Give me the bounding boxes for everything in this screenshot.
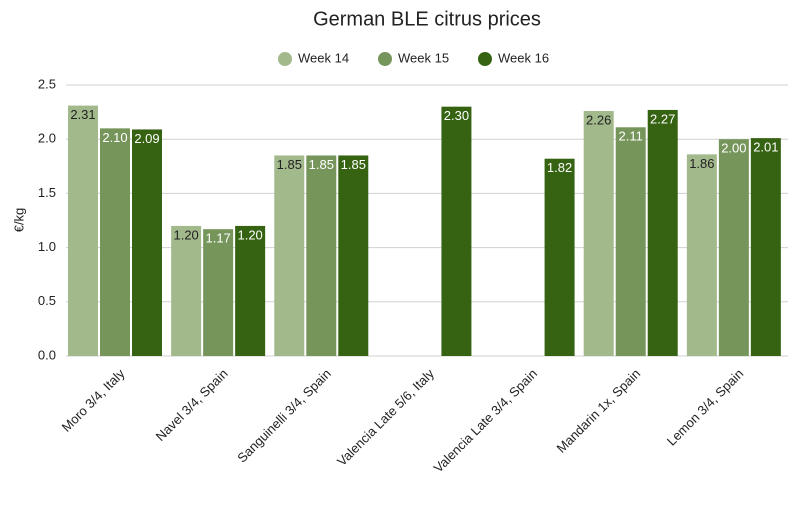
bar: [100, 128, 130, 356]
bar: [171, 225, 202, 356]
legend-label: Week 14: [298, 50, 349, 65]
legend-swatch: [278, 52, 292, 66]
value-label: 1.82: [547, 160, 572, 175]
bar: [583, 111, 614, 357]
x-tick-label: Valencia Late 5/6, Italy: [334, 366, 437, 469]
chart-title: German BLE citrus prices: [313, 8, 541, 30]
bar: [68, 105, 98, 356]
x-tick-label: Valencia Late 3/4, Spain: [431, 366, 541, 476]
value-label: 2.30: [444, 108, 469, 123]
bar: [274, 155, 305, 356]
value-label: 1.85: [277, 157, 302, 172]
value-label: 1.86: [689, 156, 714, 171]
x-tick-label: Sanguinelli 3/4, Spain: [234, 366, 334, 466]
bar: [441, 106, 472, 357]
bar: [132, 129, 162, 356]
value-label: 2.09: [134, 131, 159, 146]
x-tick-label: Moro 3/4, Italy: [59, 366, 128, 435]
bar: [203, 229, 234, 356]
legend-swatch: [378, 52, 392, 66]
value-label: 2.27: [650, 111, 675, 126]
bar: [750, 138, 781, 356]
value-label: 1.20: [237, 227, 262, 242]
y-tick-label: 1.5: [38, 185, 56, 200]
bar: [306, 155, 337, 356]
y-tick-label: 2.0: [38, 131, 56, 146]
value-label: 2.01: [753, 140, 778, 155]
value-label: 2.31: [70, 107, 95, 122]
bar: [338, 155, 369, 356]
value-label: 2.10: [102, 130, 127, 145]
y-tick-label: 0.5: [38, 293, 56, 308]
y-tick-label: 0.0: [38, 347, 56, 362]
x-tick-label: Lemon 3/4, Spain: [664, 366, 747, 449]
legend-swatch: [478, 52, 492, 66]
value-label: 2.11: [619, 129, 643, 144]
bar: [615, 127, 646, 356]
bar: [686, 154, 717, 356]
value-label: 1.17: [205, 231, 230, 246]
legend-label: Week 16: [498, 50, 549, 65]
value-label: 1.20: [173, 227, 198, 242]
legend-label: Week 15: [398, 50, 449, 65]
x-tick-label: Mandarin 1x, Spain: [553, 366, 643, 456]
y-axis-title: €/kg: [11, 208, 26, 233]
x-tick-label: Navel 3/4, Spain: [153, 366, 231, 444]
bar: [647, 109, 678, 356]
y-tick-label: 1.0: [38, 239, 56, 254]
y-tick-label: 2.5: [38, 76, 56, 91]
value-label: 2.00: [721, 141, 746, 156]
value-label: 2.26: [586, 112, 611, 127]
value-label: 1.85: [341, 157, 366, 172]
bar: [718, 139, 749, 356]
value-label: 1.85: [309, 157, 334, 172]
bar: [235, 225, 266, 356]
bar: [544, 158, 575, 356]
